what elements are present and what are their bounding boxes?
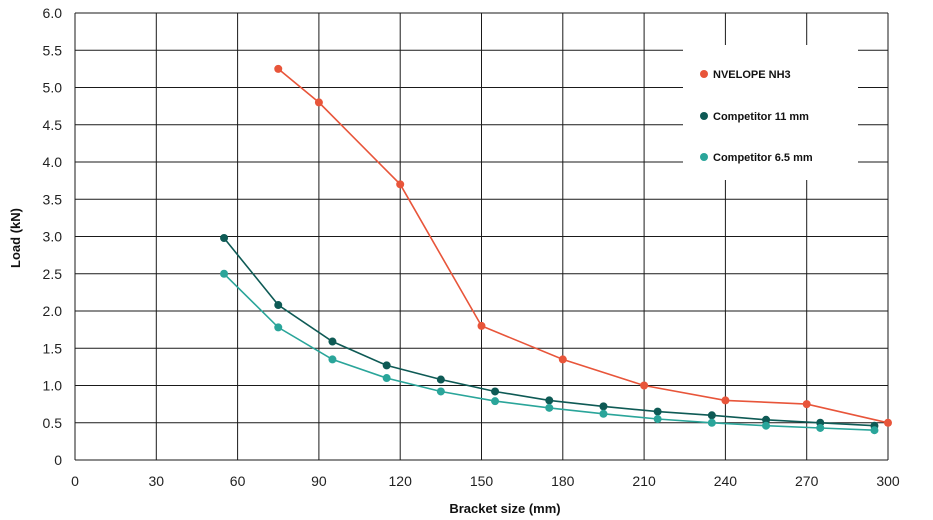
data-point bbox=[762, 421, 771, 430]
data-point bbox=[396, 180, 405, 189]
data-point bbox=[382, 374, 391, 383]
legend-marker bbox=[700, 70, 708, 78]
grid-lines bbox=[74, 12, 889, 461]
data-point bbox=[545, 403, 554, 412]
y-tick-label: 0.5 bbox=[43, 415, 63, 431]
y-axis-label: Load (kN) bbox=[8, 208, 23, 268]
data-point bbox=[220, 233, 229, 242]
data-point bbox=[491, 387, 500, 396]
legend-background bbox=[683, 45, 858, 180]
y-tick-label: 4.0 bbox=[43, 154, 63, 170]
y-tick-label: 2.0 bbox=[43, 303, 63, 319]
y-tick-label: 2.5 bbox=[43, 266, 63, 282]
data-point bbox=[314, 98, 323, 107]
data-point bbox=[599, 409, 608, 418]
x-tick-label: 180 bbox=[551, 473, 575, 489]
data-point bbox=[545, 396, 554, 405]
x-tick-label: 90 bbox=[311, 473, 327, 489]
data-point bbox=[436, 375, 445, 384]
series-1 bbox=[274, 64, 892, 427]
data-point bbox=[721, 396, 730, 405]
legend-entry: Competitor 11 mm bbox=[700, 111, 809, 123]
x-tick-label: 60 bbox=[230, 473, 246, 489]
legend-label: Competitor 6.5 mm bbox=[713, 152, 813, 164]
data-point bbox=[884, 418, 892, 427]
data-point bbox=[802, 400, 811, 409]
legend-label: NVELOPE NH3 bbox=[713, 69, 791, 81]
y-axis-ticks: 0 0.5 1.0 1.5 2.0 2.5 3.0 3.5 4.0 4.5 5.0 5.5 6.0 bbox=[43, 5, 63, 468]
data-point bbox=[328, 355, 337, 364]
data-point bbox=[707, 418, 716, 427]
y-tick-label: 0 bbox=[54, 452, 62, 468]
legend-label: Competitor 11 mm bbox=[713, 111, 809, 123]
series-2 bbox=[220, 233, 879, 430]
y-tick-label: 3.5 bbox=[43, 191, 63, 207]
legend-box bbox=[683, 45, 858, 180]
series-group bbox=[220, 64, 892, 435]
legend-marker bbox=[700, 112, 708, 120]
data-point bbox=[436, 387, 445, 396]
x-tick-label: 150 bbox=[470, 473, 494, 489]
data-point bbox=[653, 407, 662, 416]
data-point bbox=[477, 321, 486, 330]
data-point bbox=[762, 415, 771, 424]
data-point bbox=[220, 269, 229, 278]
y-tick-label: 3.0 bbox=[43, 229, 63, 245]
x-tick-label: 240 bbox=[714, 473, 738, 489]
x-tick-label: 300 bbox=[876, 473, 900, 489]
data-point bbox=[382, 361, 391, 370]
x-axis-label: Bracket size (mm) bbox=[449, 501, 560, 516]
data-point bbox=[274, 301, 283, 310]
series-3 bbox=[220, 269, 879, 435]
data-point bbox=[653, 415, 662, 424]
x-tick-label: 30 bbox=[149, 473, 165, 489]
x-tick-label: 270 bbox=[795, 473, 819, 489]
data-point bbox=[558, 355, 567, 364]
y-tick-label: 4.5 bbox=[43, 117, 63, 133]
legend-marker bbox=[700, 153, 708, 161]
data-point bbox=[599, 402, 608, 411]
data-point bbox=[491, 397, 500, 406]
x-tick-label: 0 bbox=[71, 473, 79, 489]
data-point bbox=[816, 423, 825, 432]
y-tick-label: 6.0 bbox=[43, 5, 63, 21]
data-point bbox=[274, 323, 283, 332]
y-tick-label: 5.5 bbox=[43, 42, 63, 58]
data-point bbox=[274, 64, 283, 73]
data-point bbox=[707, 411, 716, 420]
x-tick-label: 120 bbox=[389, 473, 413, 489]
data-point bbox=[640, 381, 649, 390]
legend-entry: Competitor 6.5 mm bbox=[700, 152, 813, 164]
y-tick-label: 1.5 bbox=[43, 340, 63, 356]
y-tick-label: 5.0 bbox=[43, 80, 63, 96]
legend-entry: NVELOPE NH3 bbox=[700, 69, 791, 81]
x-tick-label: 210 bbox=[632, 473, 656, 489]
data-point bbox=[328, 337, 337, 346]
data-point bbox=[870, 426, 879, 435]
y-tick-label: 1.0 bbox=[43, 378, 63, 394]
x-axis-ticks: 0 30 60 90 120 150 180 210 240 270 300 bbox=[71, 473, 900, 489]
legend: NVELOPE NH3 Competitor 11 mm Competitor 6.… bbox=[700, 69, 813, 164]
